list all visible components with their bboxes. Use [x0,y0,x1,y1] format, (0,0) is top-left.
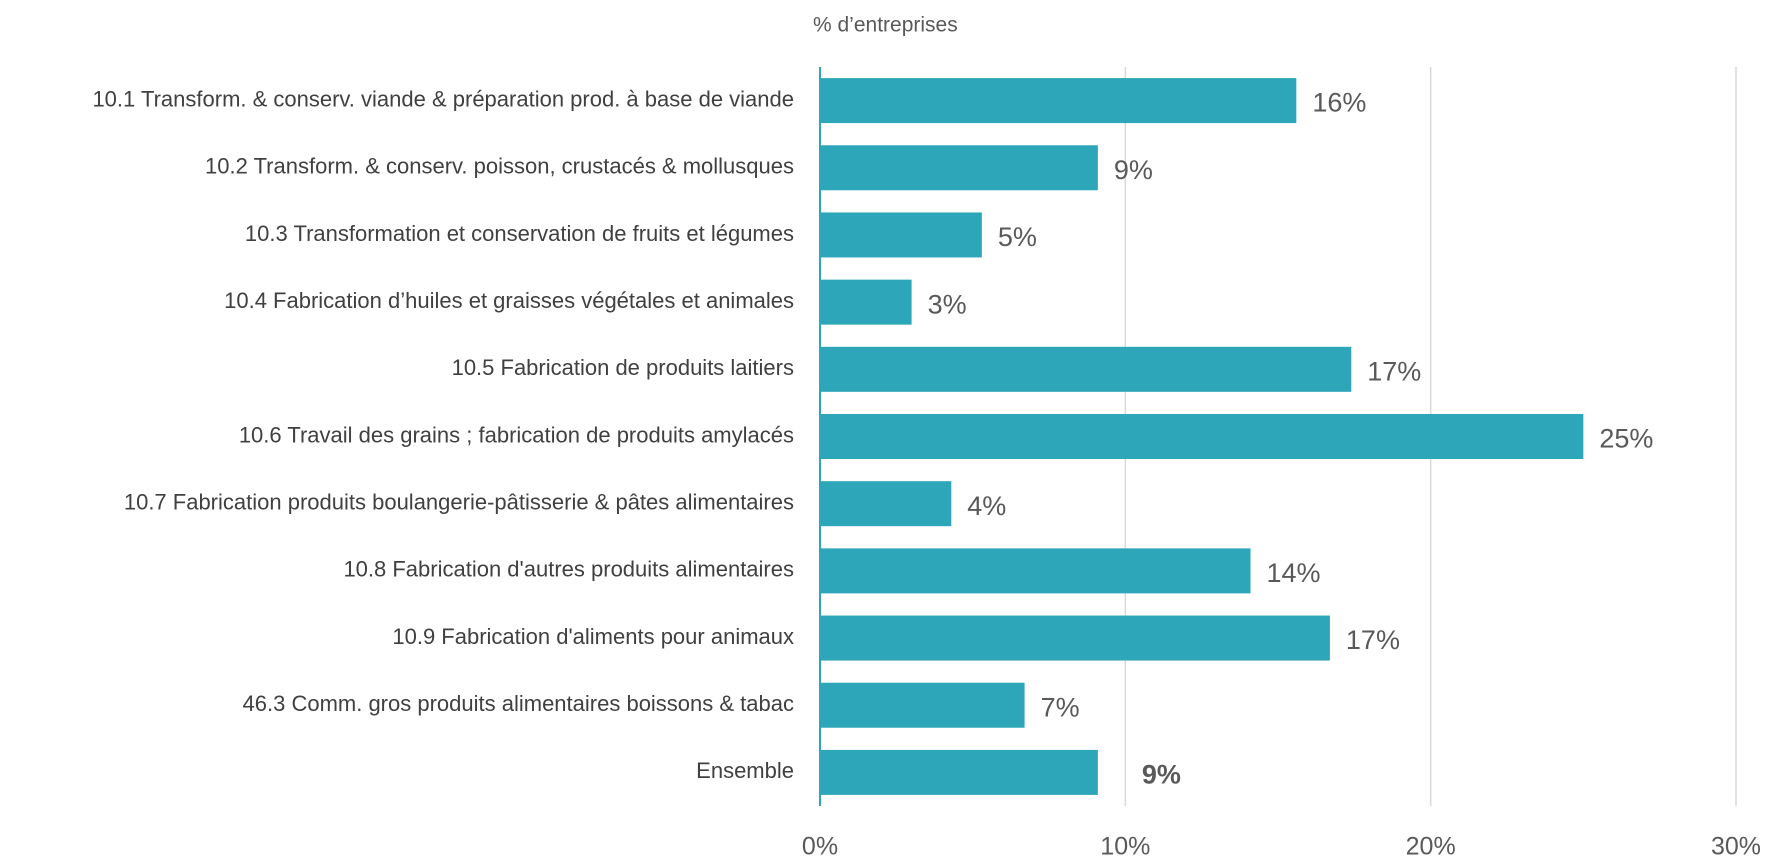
data-label: 25% [1599,424,1653,454]
y-tick-label: 10.3 Transformation et conservation de f… [245,221,794,246]
bar [820,145,1098,191]
y-tick-label: Ensemble [696,758,794,783]
y-tick-label: 10.4 Fabrication d’huiles et graisses vé… [224,288,794,313]
data-label: 14% [1267,558,1321,588]
data-label: 9% [1142,760,1181,790]
bar [820,682,1025,728]
x-tick-label: 10% [1100,833,1150,861]
bar [820,346,1352,392]
bar [820,78,1297,124]
data-label: 3% [928,289,967,319]
y-tick-label: 10.1 Transform. & conserv. viande & prép… [92,86,794,111]
x-tick-label: 20% [1406,833,1456,861]
data-label: 4% [967,491,1006,521]
x-tick-label: 30% [1711,833,1761,861]
y-tick-label: 46.3 Comm. gros produits alimentaires bo… [243,691,794,716]
y-tick-label: 10.5 Fabrication de produits laitiers [452,355,794,380]
axis-title: % d’entreprises [813,14,958,37]
bar [820,749,1098,795]
y-tick-label: 10.6 Travail des grains ; fabrication de… [239,422,794,447]
data-label: 9% [1114,155,1153,185]
bar [820,615,1330,661]
y-tick-label: 10.8 Fabrication d'autres produits alime… [343,557,794,582]
data-label: 7% [1041,692,1080,722]
bar [820,279,912,325]
y-tick-label: 10.2 Transform. & conserv. poisson, crus… [205,154,794,179]
data-label: 16% [1312,88,1366,118]
bar [820,212,982,258]
data-label: 5% [998,222,1037,252]
bar [820,548,1251,594]
data-label: 17% [1367,356,1421,386]
y-tick-label: 10.7 Fabrication produits boulangerie-pâ… [124,489,794,514]
bar [820,481,952,527]
bar [820,414,1584,459]
x-tick-label: 0% [802,833,838,861]
data-label: 17% [1346,625,1400,655]
y-tick-label: 10.9 Fabrication d'aliments pour animaux [392,624,794,649]
